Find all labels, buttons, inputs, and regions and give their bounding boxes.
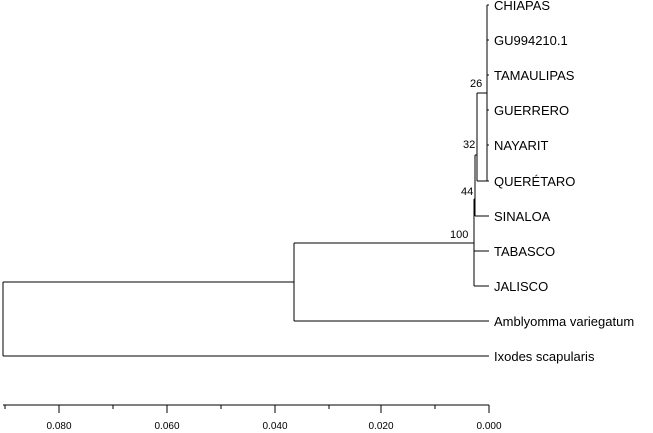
scale-tick-label: 0.040: [262, 421, 287, 432]
bootstrap-node-100: 100: [450, 229, 468, 241]
tip-label-ixodes-scapularis: Ixodes scapularis: [494, 349, 595, 364]
tip-label-chiapas: CHIAPAS: [494, 0, 550, 13]
tip-label-sinaloa: SINALOA: [494, 209, 551, 224]
bootstrap-node-44: 44: [461, 186, 473, 198]
branches: [2, 4, 489, 357]
scale-tick-label: 0.020: [368, 421, 393, 432]
scale-tick-label: 0.060: [154, 421, 179, 432]
bootstrap-values: 26 32 44 100: [450, 78, 482, 241]
tip-label-guerrero: GUERRERO: [494, 103, 569, 118]
bootstrap-node-26: 26: [470, 78, 482, 90]
tip-labels: CHIAPAS GU994210.1 TAMAULIPAS GUERRERO N…: [494, 0, 634, 364]
tip-label-queretaro: QUERÉTARO: [494, 174, 575, 189]
tip-label-nayarit: NAYARIT: [494, 138, 548, 153]
scale-tick-label: 0.000: [476, 421, 501, 432]
bootstrap-node-32: 32: [463, 139, 475, 151]
tip-label-tabasco: TABASCO: [494, 244, 555, 259]
tip-label-amblyomma-variegatum: Amblyomma variegatum: [494, 314, 634, 329]
tip-label-jalisco: JALISCO: [494, 279, 548, 294]
scale-tick-label: 0.080: [46, 421, 71, 432]
scale-axis: 0.080 0.060 0.040 0.020 0.000: [3, 404, 502, 432]
tip-label-gu994210: GU994210.1: [494, 33, 568, 48]
tip-label-tamaulipas: TAMAULIPAS: [494, 68, 575, 83]
